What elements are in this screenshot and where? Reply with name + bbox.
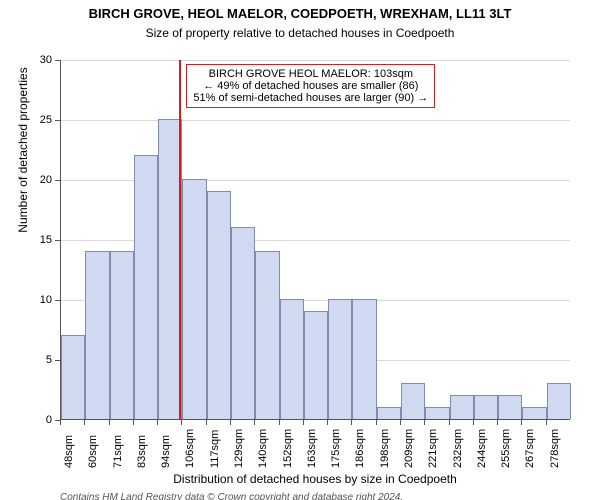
x-tick: [109, 420, 110, 425]
x-tick-label: 244sqm: [476, 429, 488, 468]
x-tick-label: 106sqm: [184, 429, 196, 468]
reference-line: [179, 60, 181, 419]
y-tick: [55, 180, 60, 181]
annotation-line: 51% of semi-detached houses are larger (…: [193, 92, 428, 104]
x-tick: [157, 420, 158, 425]
x-tick: [279, 420, 280, 425]
y-tick: [55, 300, 60, 301]
x-tick-label: 48sqm: [63, 435, 75, 468]
y-tick-label: 0: [22, 414, 52, 426]
histogram-bar: [110, 251, 134, 419]
histogram-bar: [425, 407, 449, 419]
x-tick-label: 175sqm: [330, 429, 342, 468]
x-tick: [351, 420, 352, 425]
histogram-bar: [182, 179, 206, 419]
x-tick: [424, 420, 425, 425]
x-tick: [181, 420, 182, 425]
histogram-bar: [255, 251, 279, 419]
x-tick: [449, 420, 450, 425]
x-tick-label: 140sqm: [257, 429, 269, 468]
histogram-bar: [522, 407, 546, 419]
x-tick-label: 71sqm: [112, 435, 124, 468]
x-tick-label: 186sqm: [354, 429, 366, 468]
x-tick: [133, 420, 134, 425]
footer-line1: Contains HM Land Registry data © Crown c…: [60, 492, 442, 500]
x-tick-label: 232sqm: [452, 429, 464, 468]
gridline: [61, 120, 570, 121]
histogram-bar: [474, 395, 498, 419]
histogram-bar: [498, 395, 522, 419]
histogram-bar: [304, 311, 328, 419]
x-tick-label: 60sqm: [87, 435, 99, 468]
x-tick: [400, 420, 401, 425]
x-tick: [230, 420, 231, 425]
y-tick-label: 30: [22, 54, 52, 66]
y-tick-label: 15: [22, 234, 52, 246]
x-tick: [521, 420, 522, 425]
y-tick: [55, 120, 60, 121]
y-tick: [55, 360, 60, 361]
x-tick-label: 209sqm: [403, 429, 415, 468]
histogram-bar: [352, 299, 376, 419]
x-tick-label: 221sqm: [427, 429, 439, 468]
chart-title: BIRCH GROVE, HEOL MAELOR, COEDPOETH, WRE…: [0, 6, 600, 21]
histogram-bar: [547, 383, 571, 419]
x-tick: [327, 420, 328, 425]
x-tick-label: 198sqm: [379, 429, 391, 468]
histogram-bar: [134, 155, 158, 419]
x-tick: [60, 420, 61, 425]
histogram-bar: [450, 395, 474, 419]
histogram-bar: [377, 407, 401, 419]
x-tick: [206, 420, 207, 425]
y-tick-label: 5: [22, 354, 52, 366]
histogram-bar: [280, 299, 304, 419]
x-tick: [497, 420, 498, 425]
y-tick: [55, 60, 60, 61]
y-tick-label: 10: [22, 294, 52, 306]
x-tick: [254, 420, 255, 425]
gridline: [61, 60, 570, 61]
x-tick: [376, 420, 377, 425]
x-tick-label: 255sqm: [500, 429, 512, 468]
plot-area: BIRCH GROVE HEOL MAELOR: 103sqm← 49% of …: [60, 60, 570, 420]
x-axis-title: Distribution of detached houses by size …: [60, 472, 570, 486]
x-tick-label: 83sqm: [136, 435, 148, 468]
histogram-bar: [328, 299, 352, 419]
x-tick: [473, 420, 474, 425]
x-tick: [303, 420, 304, 425]
y-axis-title: Number of detached properties: [16, 0, 30, 330]
annotation-box: BIRCH GROVE HEOL MAELOR: 103sqm← 49% of …: [186, 64, 435, 108]
histogram-bar: [61, 335, 85, 419]
x-tick: [84, 420, 85, 425]
annotation-line: BIRCH GROVE HEOL MAELOR: 103sqm: [193, 68, 428, 80]
histogram-bar: [401, 383, 425, 419]
histogram-bar: [85, 251, 109, 419]
x-tick: [546, 420, 547, 425]
histogram-bar: [231, 227, 255, 419]
y-tick-label: 20: [22, 174, 52, 186]
x-tick-label: 152sqm: [282, 429, 294, 468]
histogram-bar: [207, 191, 231, 419]
x-tick-label: 129sqm: [233, 429, 245, 468]
x-tick-label: 278sqm: [549, 429, 561, 468]
x-tick-label: 94sqm: [160, 435, 172, 468]
x-tick-label: 267sqm: [524, 429, 536, 468]
footer-attribution: Contains HM Land Registry data © Crown c…: [60, 492, 442, 500]
y-tick-label: 25: [22, 114, 52, 126]
y-tick: [55, 240, 60, 241]
x-tick-label: 163sqm: [306, 429, 318, 468]
x-tick-label: 117sqm: [209, 430, 221, 468]
annotation-line: ← 49% of detached houses are smaller (86…: [193, 80, 428, 92]
chart-subtitle: Size of property relative to detached ho…: [0, 26, 600, 40]
